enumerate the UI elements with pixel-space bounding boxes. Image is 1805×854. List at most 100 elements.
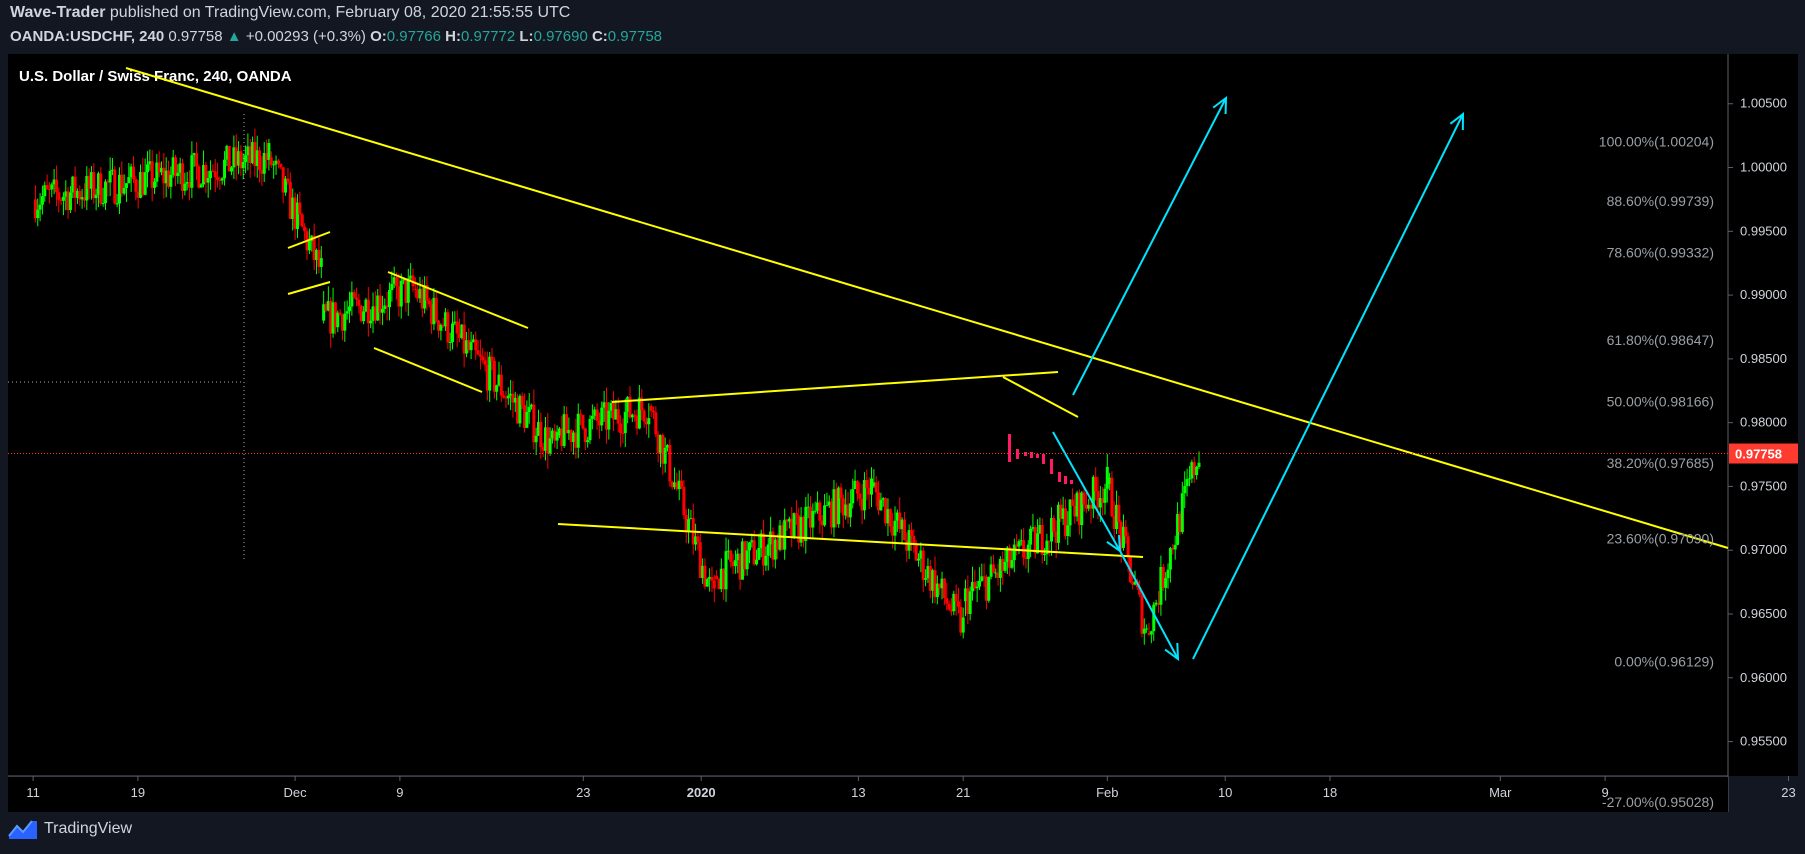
candle-body: [991, 564, 995, 574]
time-tick-label: 11: [26, 785, 40, 800]
candle-body: [841, 498, 845, 516]
candle-body: [1019, 540, 1023, 542]
candle-body: [837, 487, 841, 525]
candle-body: [1124, 526, 1128, 537]
author-name[interactable]: Wave-Trader: [10, 4, 106, 21]
candle-body: [195, 153, 199, 167]
candle-body: [677, 480, 681, 490]
candle-body: [987, 576, 991, 601]
high-label: H:: [445, 28, 461, 45]
candle-body: [162, 167, 166, 184]
candle-body: [623, 411, 627, 434]
candle-body: [773, 539, 777, 560]
candle-body: [527, 406, 531, 412]
candle-body: [478, 354, 482, 357]
trendline: [557, 523, 1144, 558]
candle-body: [834, 489, 838, 525]
candle-body: [764, 555, 768, 566]
candle-body: [1061, 508, 1065, 519]
candle-body: [919, 550, 923, 559]
candle-body: [884, 498, 888, 524]
candle-body: [825, 505, 829, 507]
candle-body: [956, 601, 960, 607]
candle-body: [82, 197, 86, 201]
candle-body: [647, 418, 651, 425]
candle-body: [762, 533, 766, 566]
candle-body: [103, 181, 107, 204]
candle-body: [1056, 504, 1060, 543]
tradingview-logo-icon: [8, 820, 37, 839]
candle-body: [656, 434, 660, 453]
candle-body: [855, 480, 859, 494]
publish-info: Wave-Trader published on TradingView.com…: [10, 4, 570, 22]
candle-body: [96, 173, 100, 195]
candle-body: [269, 157, 273, 166]
candle-body: [523, 405, 527, 428]
candle-body: [909, 530, 913, 537]
tradingview-footer[interactable]: TradingView: [8, 818, 132, 840]
candle-body: [984, 576, 988, 601]
price-tick-label: 0.97500: [1740, 478, 1787, 493]
candle-body: [816, 502, 820, 511]
low-value: 0.97690: [533, 28, 588, 45]
candle-body: [602, 402, 606, 408]
candle-body: [492, 360, 496, 392]
candle-body: [274, 160, 278, 165]
candle-body: [541, 447, 545, 451]
price-axis[interactable]: [1728, 54, 1798, 776]
candle-body: [832, 489, 836, 528]
candle-body: [1145, 628, 1149, 630]
candle-body: [364, 299, 368, 312]
fib-level-label: 50.00%(0.98166): [1607, 393, 1714, 409]
candle-body: [1187, 478, 1191, 480]
candle-body: [87, 175, 91, 189]
candle-body: [1064, 476, 1067, 484]
symbol-label[interactable]: OANDA:USDCHF, 240: [10, 28, 165, 45]
candle-body: [1010, 560, 1014, 568]
candle-body: [1008, 434, 1011, 462]
candle-body: [300, 214, 304, 227]
plot-area[interactable]: [8, 54, 1728, 776]
candle-body: [1149, 631, 1153, 635]
candle-body: [1005, 547, 1009, 562]
candle-body: [68, 192, 72, 211]
candle-body: [397, 286, 401, 307]
candle-body: [926, 566, 930, 579]
candle-body: [555, 432, 559, 441]
candle-body: [1178, 513, 1182, 532]
candle-body: [345, 311, 349, 314]
candle-body: [607, 410, 611, 430]
price-tick-label: 0.96500: [1740, 606, 1787, 621]
candle-body: [513, 397, 517, 403]
candle-body: [942, 578, 946, 599]
candle-body: [848, 503, 852, 518]
time-axis[interactable]: [8, 777, 1728, 812]
candle-body: [1133, 581, 1137, 585]
candle-body: [167, 170, 171, 187]
candle-body: [851, 489, 855, 504]
candle-body: [333, 302, 337, 328]
candle-body: [614, 409, 618, 420]
candle-body: [183, 183, 187, 191]
candle-body: [288, 181, 292, 219]
candle-body: [101, 203, 105, 205]
candle-body: [455, 321, 459, 334]
candle-body: [390, 283, 394, 291]
trendline: [125, 67, 1729, 549]
candle-body: [1121, 526, 1125, 548]
candle-body: [188, 182, 192, 188]
price-chart[interactable]: U.S. Dollar / Swiss Franc, 240, OANDA 1.…: [8, 54, 1798, 812]
candle-body: [1036, 533, 1040, 554]
candle-body: [853, 480, 857, 490]
candle-body: [312, 235, 316, 261]
candle-body: [371, 306, 375, 321]
candle-body: [1084, 504, 1088, 509]
candle-body: [338, 312, 342, 315]
candle-body: [738, 553, 742, 580]
candle-body: [600, 407, 604, 426]
candle-body: [124, 183, 128, 188]
candle-body: [977, 580, 981, 587]
candle-body: [1054, 531, 1058, 543]
candle-body: [806, 506, 810, 508]
candle-body: [192, 153, 196, 156]
